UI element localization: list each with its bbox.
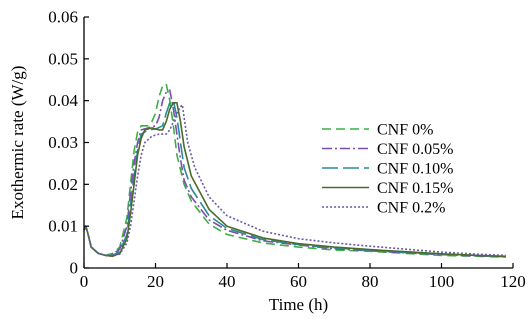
x-tick-label: 40 [219, 272, 236, 291]
y-tick-label: 0.01 [48, 217, 78, 236]
y-tick-label: 0.05 [48, 49, 78, 68]
y-tick-label: 0.06 [48, 8, 78, 27]
y-tick-label: 0.02 [48, 175, 78, 194]
x-tick-label: 80 [362, 272, 379, 291]
y-tick-label: 0.04 [48, 91, 78, 110]
legend-label-0: CNF 0% [377, 122, 433, 139]
y-tick-label: 0 [70, 259, 79, 278]
legend-label-1: CNF 0.05% [377, 141, 453, 158]
series-layer [83, 83, 506, 258]
x-tick-label: 20 [147, 272, 164, 291]
series-line-3 [83, 102, 506, 258]
ticks-layer: 0 0.01 0.02 0.03 0.04 0.05 0.06 0 20 40 60 80 100 120 [48, 8, 526, 292]
y-axis-title: Exothermic rate (W/g) [8, 66, 27, 220]
series-line-4 [83, 104, 506, 257]
legend-label-2: CNF 0.10% [377, 161, 453, 178]
legend-label-3: CNF 0.15% [377, 180, 453, 197]
x-axis-title: Time (h) [269, 295, 328, 314]
series-line-0 [83, 83, 506, 258]
x-tick-label: 60 [290, 272, 307, 291]
legend: CNF 0% CNF 0.05% CNF 0.10% CNF 0.15% CNF 0.2… [322, 122, 453, 217]
x-tick-label: 0 [80, 272, 89, 291]
y-tick-label: 0.03 [48, 133, 78, 152]
x-tick-label: 100 [429, 272, 455, 291]
x-tick-label: 120 [500, 272, 526, 291]
legend-label-4: CNF 0.2% [377, 200, 445, 217]
series-line-2 [83, 99, 506, 258]
